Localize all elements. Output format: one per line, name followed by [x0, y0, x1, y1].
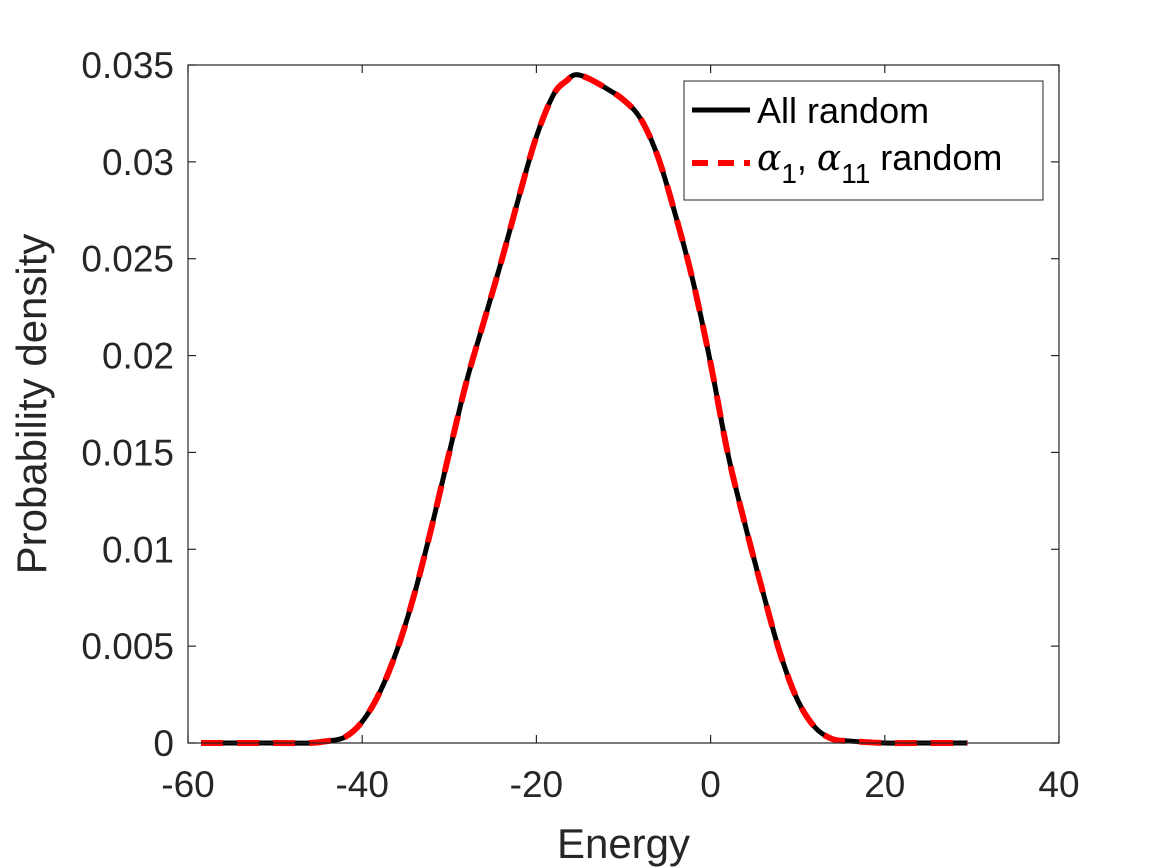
legend-subscript-1: 1: [781, 158, 797, 189]
legend-alpha-symbol-1: α: [757, 138, 781, 179]
y-tick-label: 0.005: [81, 626, 174, 667]
x-tick-label: -60: [161, 764, 214, 805]
y-tick-label: 0.02: [102, 336, 174, 377]
legend-label-suffix: random: [870, 137, 1002, 178]
y-tick-label: 0.035: [81, 45, 174, 86]
x-tick-label: 0: [700, 764, 721, 805]
series-line-alpha-random: [201, 71, 968, 747]
series-layer: [201, 71, 968, 747]
x-tick-label: 40: [1038, 764, 1079, 805]
y-tick-label: 0.03: [102, 142, 174, 183]
x-axis-title: Energy: [557, 820, 690, 867]
legend-label-alpha-random: α1, α11 random: [757, 137, 1002, 189]
y-tick-label: 0.01: [102, 529, 174, 570]
axes-box: [187, 64, 1060, 744]
y-tick-label: 0.015: [81, 432, 174, 473]
legend-label-all-random: All random: [757, 90, 929, 131]
legend-box: [683, 80, 1044, 201]
y-tick-label: 0.025: [81, 239, 174, 280]
tick-layer: -60 -40 -20 0 20 40 0 0.005 0.01 0.015 0.02 0.025 0.…: [81, 45, 1079, 805]
legend-alpha-symbol-2: α: [817, 138, 841, 179]
x-tick-label: 20: [864, 764, 905, 805]
y-tick-label: 0: [153, 723, 174, 764]
x-tick-label: -40: [335, 764, 388, 805]
legend: All random α1, α11 random: [683, 80, 1044, 201]
legend-subscript-11: 11: [841, 158, 870, 189]
legend-separator: ,: [797, 137, 817, 178]
x-tick-label: -20: [510, 764, 563, 805]
y-axis-title: Probability density: [8, 234, 55, 575]
